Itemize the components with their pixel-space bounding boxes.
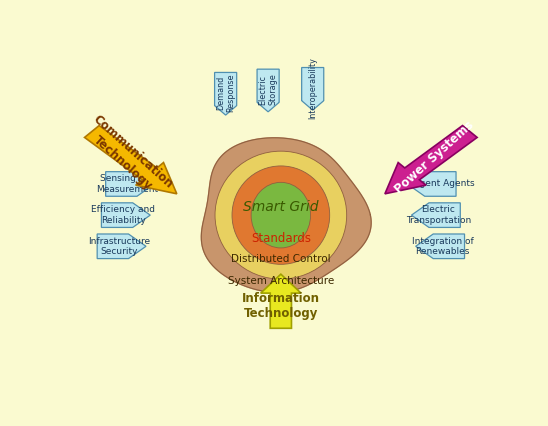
Text: Communication
Technology: Communication Technology <box>80 113 175 202</box>
Text: Electric
Transportation: Electric Transportation <box>406 205 471 225</box>
Polygon shape <box>412 203 460 227</box>
Polygon shape <box>257 69 279 112</box>
Polygon shape <box>97 234 146 259</box>
Polygon shape <box>301 67 324 110</box>
Text: Sensing and
Measurement: Sensing and Measurement <box>96 174 158 194</box>
Ellipse shape <box>215 151 347 279</box>
Ellipse shape <box>251 182 311 248</box>
Text: Standards: Standards <box>251 232 311 245</box>
Text: Efficiency and
Reliability: Efficiency and Reliability <box>91 205 155 225</box>
Text: Integration of
Renewables: Integration of Renewables <box>412 236 473 256</box>
Text: Infrastructure
Security: Infrastructure Security <box>88 236 150 256</box>
FancyArrow shape <box>261 274 301 328</box>
Text: Smart Grid: Smart Grid <box>243 200 318 214</box>
FancyArrow shape <box>385 126 477 194</box>
Polygon shape <box>201 138 371 292</box>
Text: Electric
Storage: Electric Storage <box>259 74 278 105</box>
Ellipse shape <box>232 166 330 264</box>
Text: System Architecture: System Architecture <box>228 276 334 286</box>
Polygon shape <box>101 203 150 227</box>
FancyArrow shape <box>84 126 177 194</box>
Polygon shape <box>416 234 465 259</box>
Text: Interoperability: Interoperability <box>308 57 317 119</box>
Text: Distributed Control: Distributed Control <box>231 254 330 265</box>
Text: Power Systems: Power Systems <box>392 119 476 196</box>
Polygon shape <box>407 172 456 196</box>
Polygon shape <box>215 72 237 115</box>
Text: Information
Technology: Information Technology <box>242 291 320 320</box>
Polygon shape <box>106 172 155 196</box>
Text: Demand
Response: Demand Response <box>216 74 235 112</box>
Text: Intelligent Agents: Intelligent Agents <box>394 179 475 188</box>
